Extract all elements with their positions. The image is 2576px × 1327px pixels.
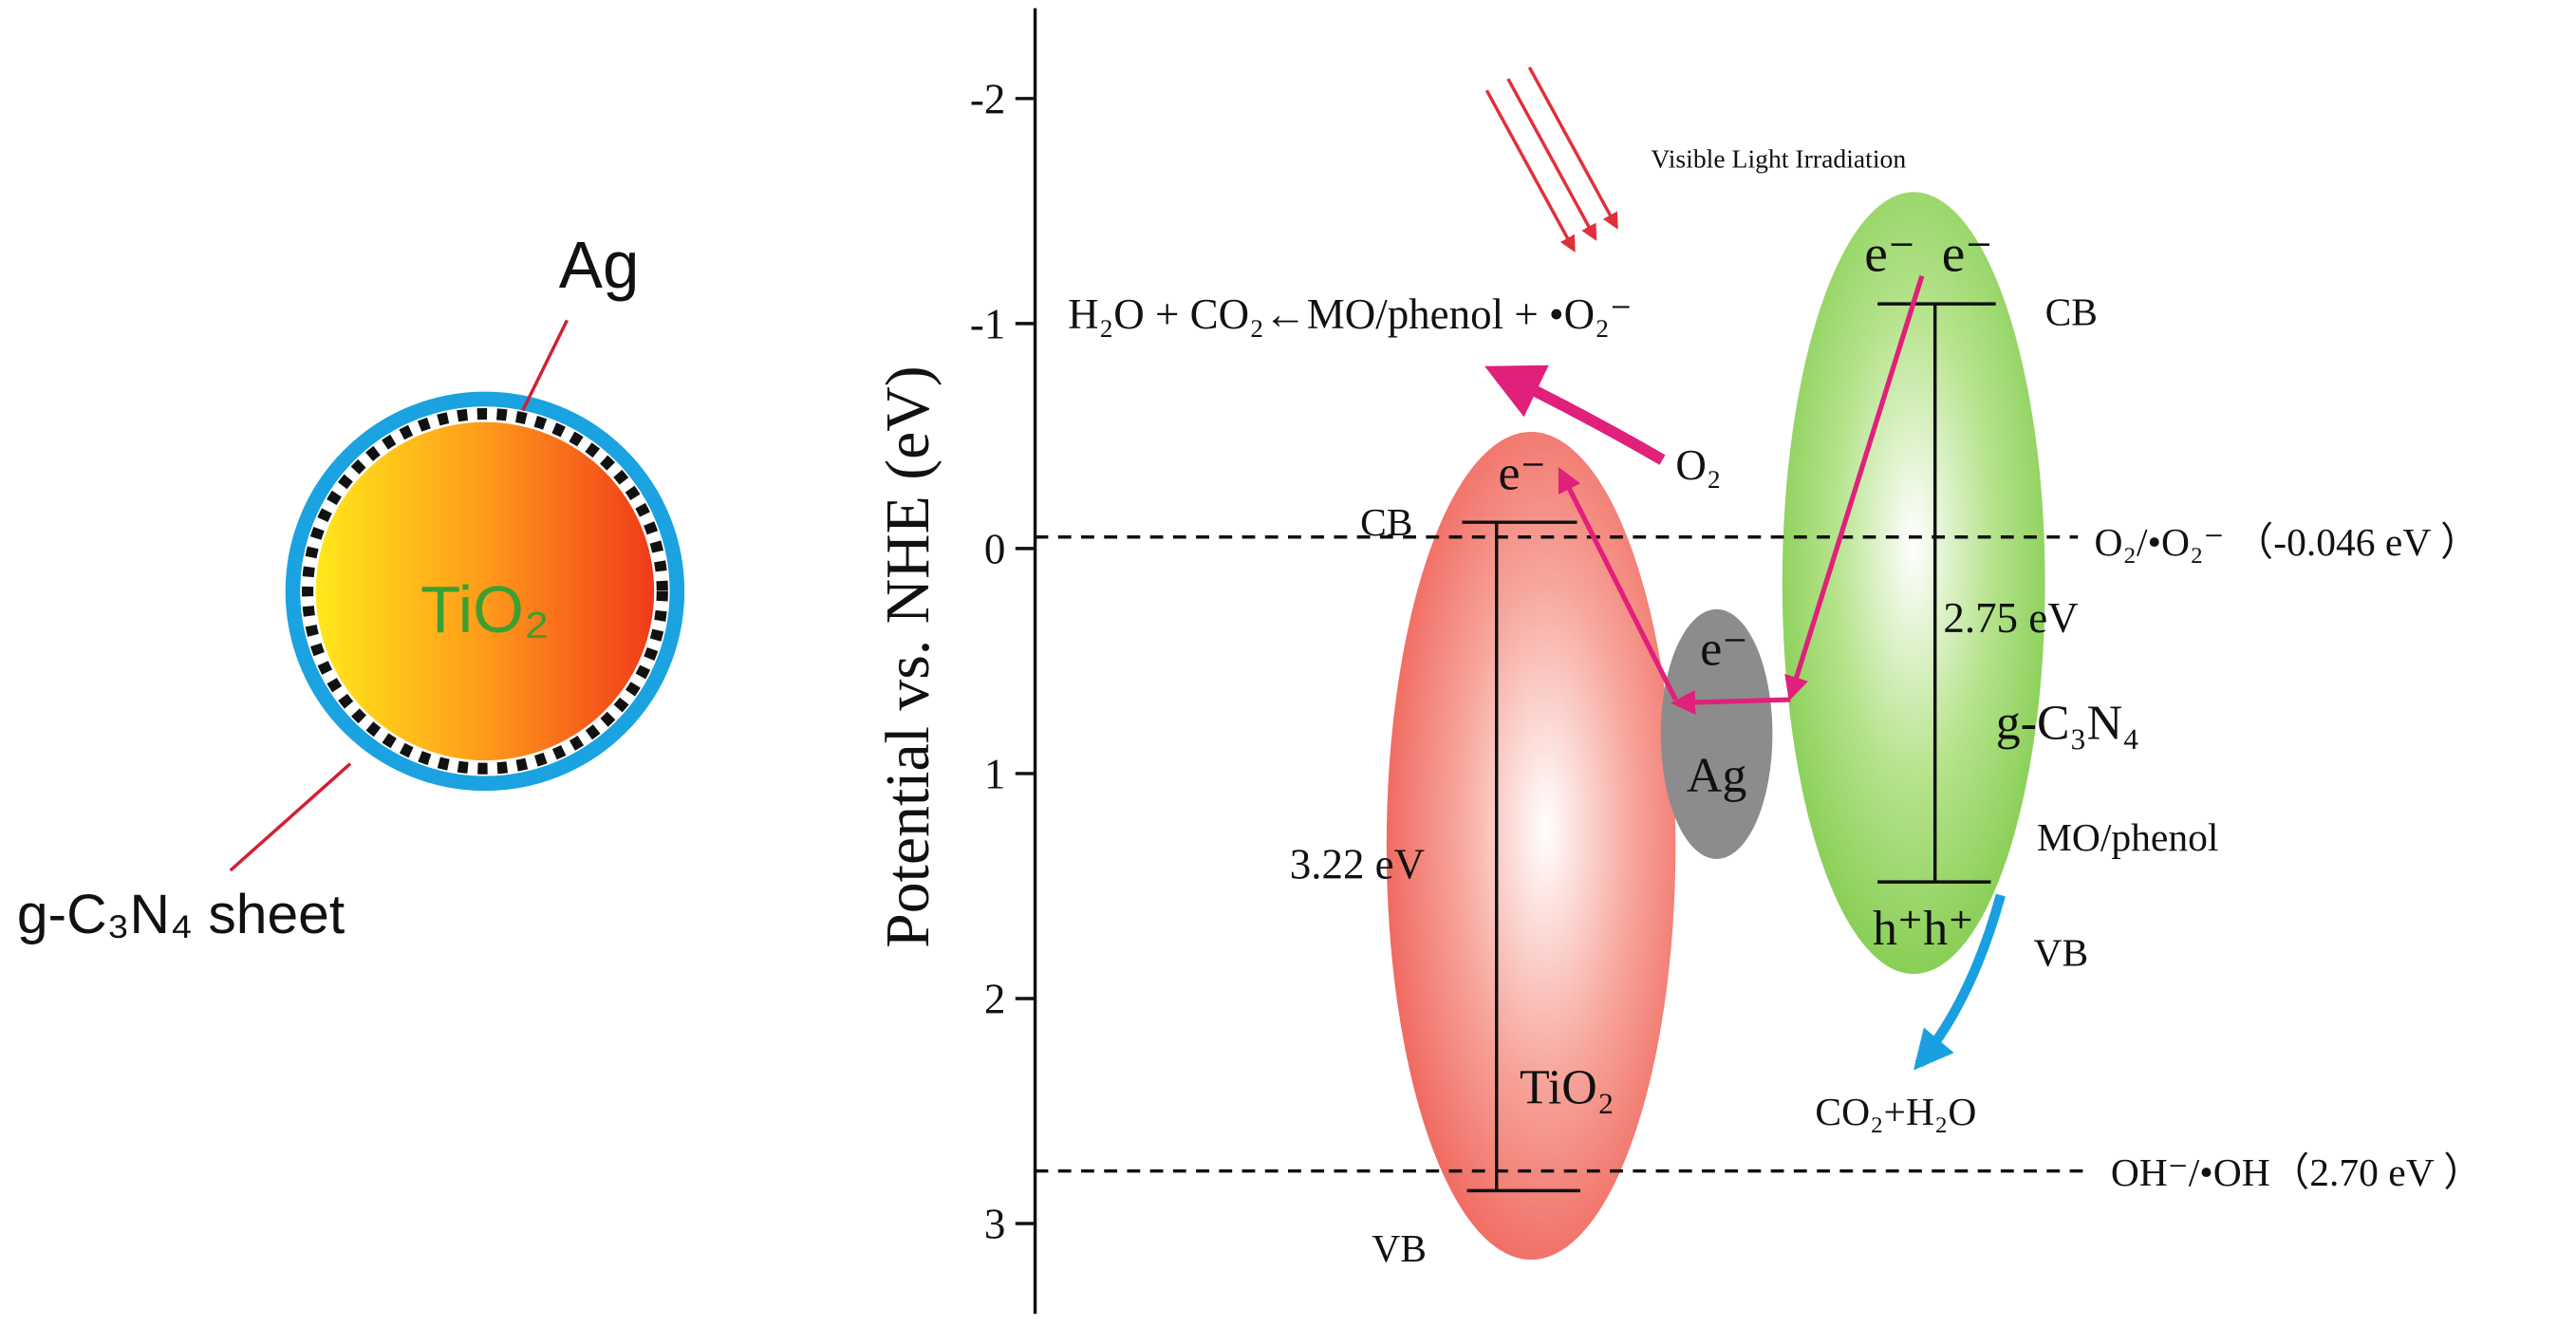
- tick-label: -2: [970, 75, 1005, 122]
- sheet-label: g-C₃N₄ sheet: [17, 884, 345, 945]
- tio2-core: [315, 421, 655, 761]
- tio2-cb-label: CB: [1360, 500, 1412, 544]
- ag-name: Ag: [1687, 749, 1746, 803]
- o2-ref: O₂/•O₂⁻ （-0.046 eV ）: [2095, 520, 2480, 564]
- ag-ring: [302, 407, 668, 775]
- ag-pointer: [521, 319, 569, 412]
- oh-ref: OH⁻/•OH（2.70 eV ）: [2111, 1150, 2483, 1194]
- gcn-ellipse: [1782, 192, 2045, 975]
- ag-electron: e⁻: [1700, 623, 1747, 677]
- tick-label: 2: [984, 976, 1005, 1023]
- pollutant-label: MO/phenol: [2037, 815, 2218, 859]
- tio2-name: TiO₂: [1520, 1061, 1615, 1115]
- reaction-top: H₂O + CO₂←MO/phenol + •O₂⁻: [1068, 290, 1632, 338]
- o2-label: O₂: [1675, 441, 1721, 489]
- labels: Visible Light Irradiation H₂O + CO₂←MO/p…: [1068, 143, 2483, 1269]
- sheet-pointer: [229, 762, 352, 872]
- gcn-cb-label: CB: [2045, 290, 2098, 334]
- arrows: [1484, 66, 2006, 1071]
- gcn-name: g-C₃N₄: [1996, 697, 2140, 751]
- electron-path: [1558, 466, 1678, 701]
- ag-ellipse: [1660, 608, 1773, 859]
- tick-label: 1: [984, 750, 1005, 797]
- o2-reduction-arrow: [1484, 364, 1666, 465]
- axis-title: Potential vs. NHE (eV): [873, 365, 943, 947]
- particle: Ag TiO₂ g-C₃N₄ sheet: [17, 228, 685, 945]
- bands: [1035, 192, 2083, 1261]
- light-ray: [1506, 78, 1597, 241]
- light-label: Visible Light Irradiation: [1651, 143, 1906, 173]
- tio2-gap-label: 3.22 eV: [1290, 841, 1425, 888]
- axis: Potential vs. NHE (eV) -2 -1 0 1 2 3: [873, 8, 1037, 1315]
- sheet-ring: [285, 391, 685, 792]
- tio2-vb-label: VB: [1372, 1226, 1427, 1270]
- gcn-gap-label: 2.75 eV: [1943, 594, 2078, 642]
- tick-label: 0: [984, 525, 1005, 572]
- ag-label: Ag: [559, 228, 640, 302]
- gcn-holes: h⁺h⁺: [1873, 902, 1974, 956]
- light-ray: [1527, 66, 1618, 230]
- electron-path: [1784, 274, 1925, 701]
- light-ray: [1484, 89, 1576, 253]
- gcn-vb-label: VB: [2034, 930, 2089, 974]
- electron-path: [1671, 689, 1791, 715]
- tick-label: 3: [984, 1201, 1005, 1248]
- tio2-ellipse: [1386, 432, 1676, 1261]
- products-label: CO₂+H₂O: [1815, 1090, 1976, 1133]
- gcn-electrons: e⁻ e⁻: [1864, 224, 1992, 282]
- oxidation-arrow: [1913, 893, 2006, 1071]
- tio2-electron: e⁻: [1498, 447, 1545, 501]
- tick-label: -1: [970, 300, 1005, 347]
- core-label: TiO₂: [420, 572, 550, 646]
